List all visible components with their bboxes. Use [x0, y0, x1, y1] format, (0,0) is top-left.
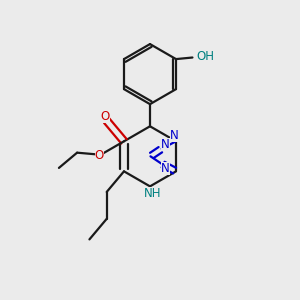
Text: O: O	[100, 110, 110, 123]
Text: N: N	[161, 138, 170, 151]
Text: N: N	[170, 129, 179, 142]
Text: O: O	[94, 149, 104, 162]
Text: N: N	[161, 162, 170, 175]
Text: OH: OH	[196, 50, 214, 63]
Text: NH: NH	[144, 187, 161, 200]
